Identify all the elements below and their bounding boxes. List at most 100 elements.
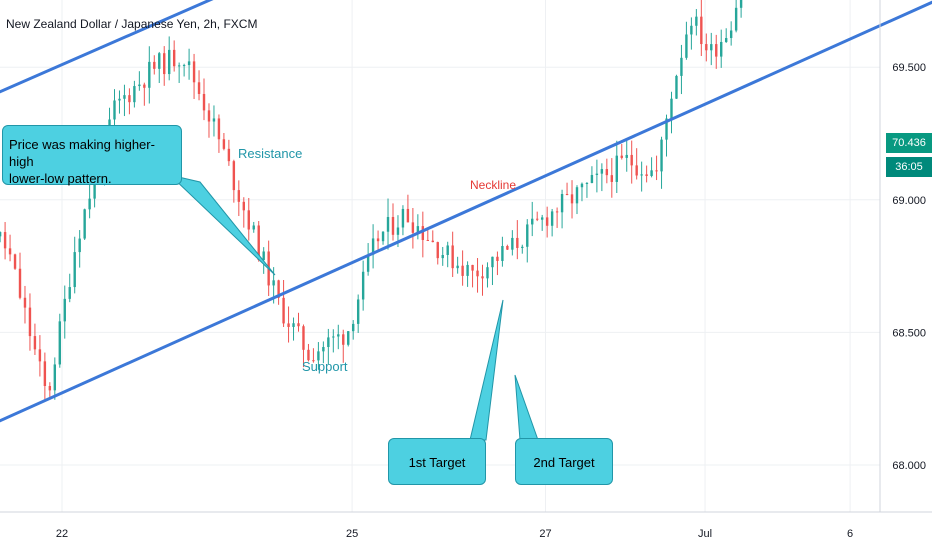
- candle-body: [720, 41, 723, 57]
- candle-body: [729, 30, 733, 39]
- candle-body: [202, 93, 206, 111]
- candle: [734, 0, 738, 33]
- candle: [207, 103, 211, 138]
- candle: [8, 234, 12, 262]
- candle-body: [486, 267, 489, 279]
- first-target-label: 1st Target: [408, 455, 466, 470]
- candle: [620, 143, 623, 160]
- candle-body: [536, 218, 539, 220]
- candle: [655, 155, 658, 181]
- candle-body: [421, 226, 425, 240]
- candle: [352, 320, 355, 340]
- candle: [431, 230, 434, 243]
- candle-body: [167, 49, 171, 75]
- candle-body: [466, 264, 469, 276]
- candle: [38, 335, 42, 377]
- candle-body: [212, 118, 216, 122]
- candle: [436, 241, 439, 265]
- candle-body: [476, 270, 479, 277]
- candle: [426, 228, 430, 242]
- candle: [58, 313, 61, 368]
- candle: [327, 328, 330, 365]
- candle: [247, 197, 250, 241]
- candle-body: [526, 224, 529, 247]
- candle: [317, 342, 320, 370]
- candle: [715, 34, 718, 69]
- candle-body: [172, 49, 176, 67]
- candle-body: [38, 349, 42, 362]
- neckline-label: Neckline: [470, 178, 516, 192]
- candle: [496, 251, 499, 276]
- candle: [486, 262, 489, 288]
- candle-body: [8, 248, 12, 255]
- candle-body: [352, 323, 355, 332]
- candle-body: [615, 155, 618, 182]
- candle-body: [43, 361, 47, 387]
- candle-body: [207, 110, 211, 122]
- candlesticks: [0, 0, 743, 400]
- candle: [550, 208, 554, 237]
- price-tick-label: 68.500: [892, 327, 926, 339]
- candle-body: [655, 170, 658, 172]
- candle-body: [83, 209, 86, 239]
- candle-body: [262, 251, 265, 260]
- candle: [322, 341, 325, 364]
- candle-body: [192, 61, 196, 83]
- candle: [312, 348, 315, 363]
- candle: [521, 244, 524, 254]
- candle: [650, 157, 653, 178]
- candle: [625, 139, 628, 172]
- candle-body: [570, 194, 574, 204]
- candle-body: [28, 307, 32, 337]
- candle: [406, 194, 410, 223]
- candle: [177, 62, 181, 83]
- candle: [565, 182, 569, 196]
- candle-body: [521, 246, 524, 248]
- resistance-label: Resistance: [238, 146, 302, 161]
- candle: [28, 293, 32, 351]
- candle-body: [322, 347, 325, 352]
- candle: [560, 189, 564, 229]
- candle: [630, 140, 633, 184]
- candle: [685, 21, 688, 60]
- candle-body: [292, 323, 295, 327]
- candle: [595, 159, 599, 193]
- candle-body: [58, 321, 61, 365]
- candle: [73, 236, 76, 294]
- candle-body: [138, 84, 141, 87]
- price-tick-label: 69.500: [892, 62, 926, 74]
- price-tick-label: 69.000: [892, 195, 926, 207]
- candle-body: [555, 211, 559, 213]
- candle-body: [550, 211, 554, 226]
- candle: [386, 198, 390, 250]
- candle-body: [710, 44, 713, 51]
- candle-body: [685, 34, 688, 58]
- candle-body: [282, 297, 285, 324]
- candle: [640, 161, 643, 192]
- candle-body: [128, 95, 131, 103]
- candle-body: [182, 65, 186, 67]
- candle: [660, 136, 663, 189]
- candle: [491, 256, 494, 286]
- candle-body: [426, 239, 430, 241]
- candle: [192, 53, 196, 99]
- higher-high-callout: Price was making higher-high lower-low p…: [2, 125, 182, 186]
- grid-lines: [0, 0, 880, 512]
- candle-body: [18, 268, 22, 298]
- candle: [88, 180, 91, 219]
- candle-body: [511, 237, 514, 250]
- candle-body: [436, 242, 439, 259]
- candle-body: [153, 61, 156, 69]
- candle-body: [401, 208, 405, 228]
- candle: [222, 132, 226, 151]
- candle: [710, 32, 713, 66]
- candle-body: [724, 38, 728, 42]
- second-target-callout: 2nd Target: [515, 438, 613, 485]
- candle-body: [227, 148, 231, 162]
- candle-body: [645, 174, 648, 176]
- candle-body: [620, 155, 623, 158]
- candle-body: [257, 225, 260, 260]
- candle-body: [317, 351, 320, 361]
- candle-body: [386, 216, 390, 232]
